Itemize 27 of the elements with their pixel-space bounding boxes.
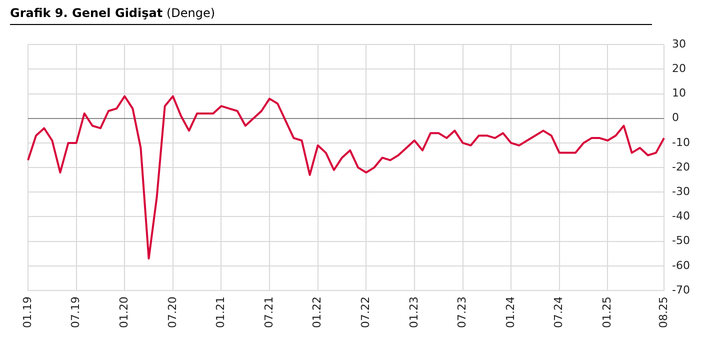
y-tick-label: 30 — [672, 37, 686, 50]
x-tick-label: 01.22 — [310, 296, 324, 328]
x-tick-label: 01.21 — [214, 296, 228, 328]
x-tick-label: 01.24 — [504, 296, 517, 328]
x-tick-label: 07.20 — [166, 296, 179, 328]
y-tick-label: -40 — [672, 210, 690, 223]
y-tick-label: -60 — [672, 258, 690, 272]
y-tick-label: 0 — [672, 111, 680, 124]
chart-subtitle: (Denge) — [166, 6, 216, 20]
y-tick-label: -10 — [672, 136, 690, 149]
x-tick-label: 07.23 — [456, 296, 469, 328]
x-tick-label: 01.20 — [117, 296, 130, 328]
x-tick-label: 07.22 — [359, 296, 372, 328]
x-tick-label: 01.23 — [407, 296, 420, 328]
chart-title: Grafik 9. Genel Gidişat — [10, 6, 163, 20]
y-tick-label: -30 — [672, 185, 690, 198]
y-tick-label: 20 — [672, 62, 686, 76]
y-tick-label: -20 — [672, 160, 690, 174]
x-tick-label: 08.25 — [656, 296, 670, 328]
x-tick-label: 01.25 — [600, 296, 614, 328]
x-tick-label: 07.19 — [69, 296, 82, 328]
y-tick-label: 10 — [672, 86, 686, 100]
x-tick-label: 07.24 — [552, 296, 566, 328]
x-tick-label: 07.21 — [262, 296, 276, 328]
y-tick-label: -70 — [672, 283, 690, 296]
y-tick-label: -50 — [672, 234, 690, 248]
x-tick-label: 01.19 — [20, 296, 34, 328]
